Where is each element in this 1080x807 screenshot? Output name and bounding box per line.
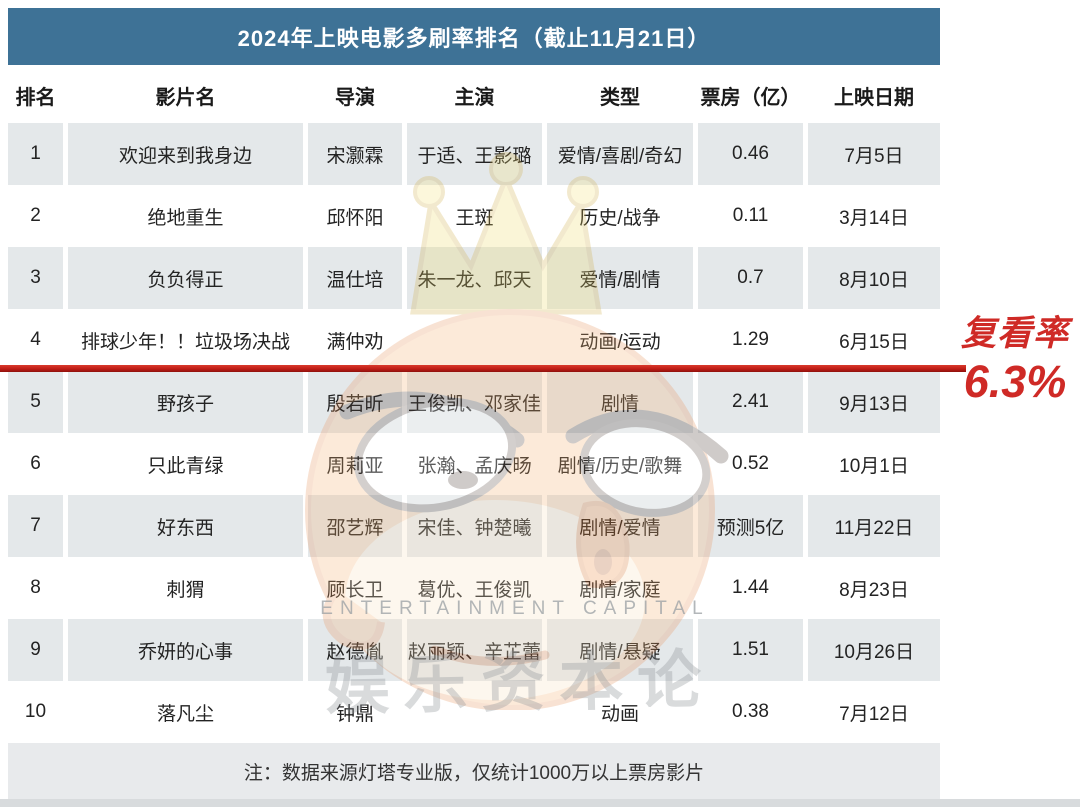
table-cell: 好东西 [68,495,303,557]
table-cell: 0.52 [732,453,769,474]
column-header: 票房（亿） [700,87,801,109]
table-row: 3 负负得正 温仕培 朱一龙、邱天 爱情/剧情 0.7 8月10日 [8,247,940,309]
table-row: 1 欢迎来到我身边 宋灏霖 于适、王影璐 爱情/喜剧/奇幻 0.46 7月5日 [8,123,940,185]
table-cell: 刺猬 [166,579,205,601]
table-cell: 动画/运动 [579,331,661,353]
table-cell: 5 [8,371,63,433]
table-cell: 朱一龙、邱天 [407,247,542,309]
column-header: 类型 [600,87,640,109]
table-cell: 赵丽颖、辛芷蕾 [407,619,542,681]
table-cell: 8月10日 [808,247,940,309]
table-row: 2 绝地重生 邱怀阳 王斑 历史/战争 0.11 3月14日 [8,185,940,247]
table-cell: 9月13日 [808,371,940,433]
table-cell: 10月1日 [839,455,909,477]
table-cell: 剧情/悬疑 [547,619,693,681]
table-row: 6 只此青绿 周莉亚 张瀚、孟庆旸 剧情/历史/歌舞 0.52 10月1日 [8,433,940,495]
table-cell: 王俊凯、邓家佳 [407,371,542,433]
footnote: 注：数据来源灯塔专业版，仅统计1000万以上票房影片 [8,743,940,800]
table-cell: 张瀚、孟庆旸 [417,455,532,477]
table-cell: 只此青绿 [147,455,224,477]
table-cell [407,309,542,371]
table-cell: 剧情/家庭 [579,579,661,601]
table-cell: 0.7 [698,247,803,309]
table-cell: 宋佳、钟楚曦 [407,495,542,557]
column-header: 影片名 [155,87,216,109]
table-body: 1 欢迎来到我身边 宋灏霖 于适、王影璐 爱情/喜剧/奇幻 0.46 7月5日 2 绝地重生 邱怀… [8,123,940,743]
table-row: 8 刺猬 顾长卫 葛优、王俊凯 剧情/家庭 1.44 8月23日 [8,557,940,619]
ranking-table: 2024年上映电影多刷率排名（截止11月21日） 排名 影片名 导演 主演 类型 票房（亿… [8,8,940,800]
table-cell: 满仲劝 [326,331,384,353]
table-cell: 温仕培 [308,247,402,309]
table-cell: 7 [8,495,63,557]
rewatch-rate-label: 复看率 [960,314,1069,353]
table-row: 4 排球少年！！垃圾场决战 满仲劝 动画/运动 1.29 6月15日 [8,309,940,371]
bottom-strip [0,799,1080,807]
table-cell: 剧情/历史/歌舞 [557,455,683,477]
table-cell: 周莉亚 [326,455,384,477]
table-cell: 1 [8,123,63,185]
table-cell: 3月14日 [839,207,909,229]
table-cell: 顾长卫 [326,579,384,601]
table-cell: 绝地重生 [147,207,224,229]
table-cell: 动画 [600,703,639,725]
table-cell: 剧情 [547,371,693,433]
table-cell: 邱怀阳 [326,207,384,229]
table-cell: 0.38 [732,701,769,722]
table-cell: 9 [8,619,63,681]
table-cell: 10月26日 [808,619,940,681]
table-cell: 爱情/剧情 [547,247,693,309]
table-cell: 王斑 [455,207,494,229]
table-cell: 1.44 [732,577,769,598]
table-cell: 7月12日 [839,703,909,725]
table-cell: 6 [30,453,41,474]
table-cell: 剧情/爱情 [547,495,693,557]
table-cell: 0.11 [732,205,769,226]
table-cell: 爱情/喜剧/奇幻 [547,123,693,185]
table-cell: 赵德胤 [308,619,402,681]
table-row: 9 乔妍的心事 赵德胤 赵丽颖、辛芷蕾 剧情/悬疑 1.51 10月26日 [8,619,940,681]
table-cell: 于适、王影璐 [407,123,542,185]
table-row: 5 野孩子 殷若昕 王俊凯、邓家佳 剧情 2.41 9月13日 [8,371,940,433]
table-cell: 葛优、王俊凯 [417,579,532,601]
table-header-row: 排名 影片名 导演 主演 类型 票房（亿） 上映日期 [8,68,940,123]
table-cell: 预测5亿 [698,495,803,557]
table-title: 2024年上映电影多刷率排名（截止11月21日） [8,8,940,65]
table-cell: 落凡尘 [156,703,214,725]
table-cell: 3 [8,247,63,309]
table-cell: 11月22日 [808,495,940,557]
table-cell: 钟鼎 [335,703,374,725]
table-cell: 2 [30,205,41,226]
table-row: 10 落凡尘 钟鼎 动画 0.38 7月12日 [8,681,940,743]
table-cell: 6月15日 [839,331,909,353]
column-header: 导演 [335,87,375,109]
column-header: 上映日期 [834,87,914,109]
table-cell: 排球少年！！垃圾场决战 [80,331,290,353]
table-cell: 负负得正 [68,247,303,309]
table-cell: 7月5日 [808,123,940,185]
table-cell: 乔妍的心事 [68,619,303,681]
column-header: 主演 [454,87,495,109]
table-cell: 邵艺辉 [308,495,402,557]
table-cell: 历史/战争 [579,207,661,229]
table-cell: 欢迎来到我身边 [68,123,303,185]
table-row: 7 好东西 邵艺辉 宋佳、钟楚曦 剧情/爱情 预测5亿 11月22日 [8,495,940,557]
table-cell [407,681,542,743]
table-cell: 1.51 [698,619,803,681]
table-cell: 10 [24,701,47,722]
table-cell: 野孩子 [68,371,303,433]
table-cell: 8 [30,577,41,598]
table-cell: 8月23日 [839,579,909,601]
table-cell: 1.29 [732,329,769,350]
table-cell: 2.41 [698,371,803,433]
table-cell: 0.46 [698,123,803,185]
table-cell: 殷若昕 [308,371,402,433]
table-cell: 4 [30,329,41,350]
rewatch-rate-value: 6.3% [963,355,1067,407]
column-header: 排名 [15,87,56,109]
rewatch-rate-annotation: 复看率 6.3% [950,314,1080,407]
table-cell: 宋灏霖 [308,123,402,185]
rewatch-rate-line [0,365,966,372]
